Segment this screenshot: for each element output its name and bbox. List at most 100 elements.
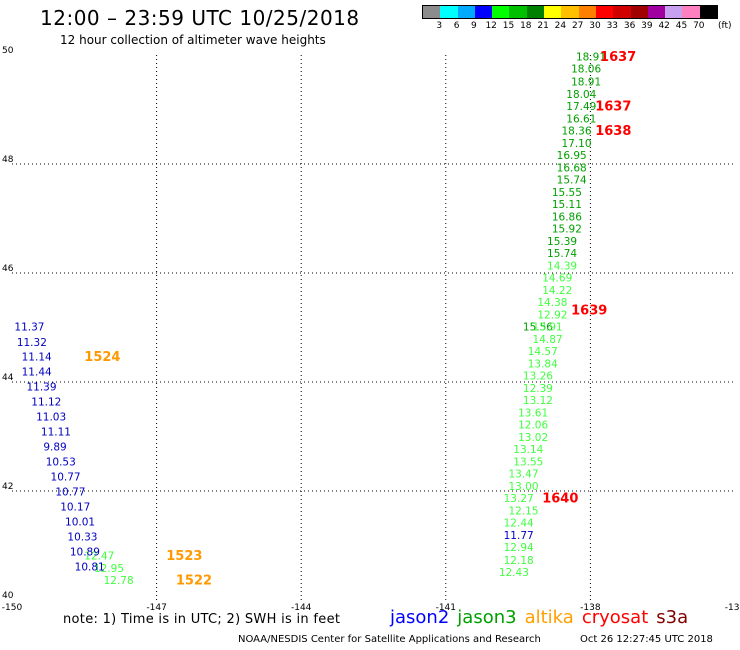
color-scale-label: 33 <box>606 21 619 31</box>
data-label-jason3-light: 14.38 <box>537 297 567 309</box>
footer-timestamp: Oct 26 12:27:45 UTC 2018 <box>580 634 713 645</box>
data-label-jason3: 17.49 <box>566 101 596 113</box>
data-label-jason2: 11.44 <box>22 367 52 379</box>
data-label-jason2: 10.81 <box>75 561 105 573</box>
data-label-jason3-light: 13.26 <box>523 371 553 383</box>
y-tick-label: 42 <box>2 482 13 492</box>
data-label-jason2: 10.53 <box>46 457 76 469</box>
x-tick-label: -144 <box>291 603 312 613</box>
data-label-jason3: 18.04 <box>566 89 596 101</box>
x-tick-label: -150 <box>2 603 23 613</box>
data-label-jason3: 15.74 <box>547 248 577 260</box>
data-label-jason3: 15.39 <box>547 236 577 248</box>
color-scale-bar <box>422 5 719 19</box>
data-label-jason2: 11.11 <box>41 427 71 439</box>
data-label-jason2: 11.32 <box>17 337 47 349</box>
data-label-jason3: 16.61 <box>566 113 596 125</box>
chart-note: note: 1) Time is in UTC; 2) SWH is in fe… <box>63 612 341 627</box>
y-tick-label: 46 <box>2 264 14 274</box>
page-title: 12:00 – 23:59 UTC 10/25/2018 <box>40 6 360 30</box>
color-scale-label: 36 <box>623 21 636 31</box>
data-label-cryosat: 1640 <box>542 492 578 507</box>
data-label-jason3: 15.56 <box>523 322 553 334</box>
color-swatch <box>544 6 562 18</box>
data-label-jason2: 11.77 <box>504 530 534 542</box>
data-label-jason2: 11.39 <box>26 381 56 393</box>
color-swatch <box>440 6 458 18</box>
x-tick-label: -138 <box>580 603 601 613</box>
x-tick-label: -141 <box>436 603 456 613</box>
color-scale-label: 27 <box>571 21 584 31</box>
color-swatch <box>613 6 631 18</box>
data-label-jason2: 10.77 <box>55 487 85 499</box>
data-label-jason2: 9.89 <box>43 441 66 453</box>
data-label-jason3-light: 13.91 <box>533 322 563 334</box>
data-label-jason3-light: 12.95 <box>94 563 124 575</box>
data-label-jason3-light: 13.12 <box>523 395 553 407</box>
data-label-jason3-light: 12.92 <box>537 310 567 322</box>
x-tick-label: -147 <box>146 603 166 613</box>
data-label-jason3: 18.06 <box>571 64 601 76</box>
data-label-jason3: 16.95 <box>557 150 587 162</box>
data-label-jason3-light: 12.94 <box>504 542 534 554</box>
data-label-jason3-light: 13.47 <box>508 469 538 481</box>
data-label-jason3-light: 12.47 <box>84 550 114 562</box>
data-label-jason3-light: 13.55 <box>513 457 543 469</box>
data-label-jason3-light: 13.02 <box>518 432 548 444</box>
data-label-jason3: 16.86 <box>552 211 582 223</box>
satellite-legend: jason2 jason3 altika cryosat s3a <box>390 607 696 628</box>
color-scale-label: 39 <box>641 21 653 31</box>
data-label-jason2: 10.33 <box>67 531 97 543</box>
data-label-jason2: 11.03 <box>36 411 66 423</box>
data-label-jason3-light: 12.15 <box>508 506 538 518</box>
data-label-jason3: 16.68 <box>557 162 587 174</box>
data-label-jason3: 18.91 <box>571 76 601 88</box>
data-label-jason3: 18.36 <box>561 125 591 137</box>
color-scale-label: 45 <box>675 21 688 31</box>
footer-credit: NOAA/NESDIS Center for Satellite Applica… <box>238 634 541 645</box>
data-label-jason3-light: 13.14 <box>513 444 543 456</box>
color-scale-labels: 3 6 9 12 15 18 21 24 27 30 33 36 39 42 45 70 <box>422 21 740 35</box>
data-label-jason3-light: 12.78 <box>104 575 134 587</box>
data-label-jason3: 15.55 <box>552 187 582 199</box>
data-label-cryosat: 1637 <box>595 99 631 114</box>
color-swatch <box>423 6 441 18</box>
data-label-jason3-light: 13.00 <box>508 481 538 493</box>
data-label-jason3-light: 13.61 <box>518 408 548 420</box>
data-label-jason3-light: 12.39 <box>523 383 553 395</box>
data-label-cryosat: 1638 <box>595 124 631 139</box>
satellite-legend-jason2: jason2 <box>390 607 450 628</box>
data-label-jason2: 10.77 <box>51 471 81 483</box>
data-label-cryosat: 1637 <box>600 50 636 65</box>
color-scale-label: 18 <box>520 21 532 31</box>
color-swatch <box>682 6 700 18</box>
color-scale-label: 12 <box>485 21 497 31</box>
y-tick-label: 40 <box>2 591 14 601</box>
data-label-jason3: 15.74 <box>557 174 587 186</box>
y-tick-label: 48 <box>2 155 14 165</box>
data-label-jason3-light: 14.87 <box>533 334 563 346</box>
color-scale-label: 3 <box>436 21 443 31</box>
color-scale-label: 15 <box>502 21 515 31</box>
y-tick-label: 44 <box>2 373 14 383</box>
data-label-jason2: 10.01 <box>65 517 95 529</box>
x-tick-label: -135 <box>725 603 740 613</box>
data-label-jason3-light: 12.18 <box>504 555 534 567</box>
satellite-legend-altika: altika <box>524 607 574 628</box>
color-swatch <box>647 6 666 18</box>
color-scale-label: 30 <box>589 21 601 31</box>
data-label-altika: 1524 <box>84 350 120 365</box>
data-label-jason3: 17.10 <box>561 138 591 150</box>
color-scale-label: 21 <box>537 21 549 31</box>
satellite-legend-jason3: jason3 <box>457 607 517 628</box>
color-swatch <box>526 6 545 18</box>
data-label-jason3-light: 12.06 <box>518 420 548 432</box>
data-label-jason3-light: 13.27 <box>504 493 534 505</box>
satellite-legend-cryosat: cryosat <box>581 607 649 628</box>
color-swatch <box>630 6 648 18</box>
color-swatch <box>595 6 614 18</box>
color-swatch <box>474 6 493 18</box>
data-label-jason3: 18.91 <box>576 52 606 64</box>
data-label-altika: 1522 <box>176 573 212 588</box>
